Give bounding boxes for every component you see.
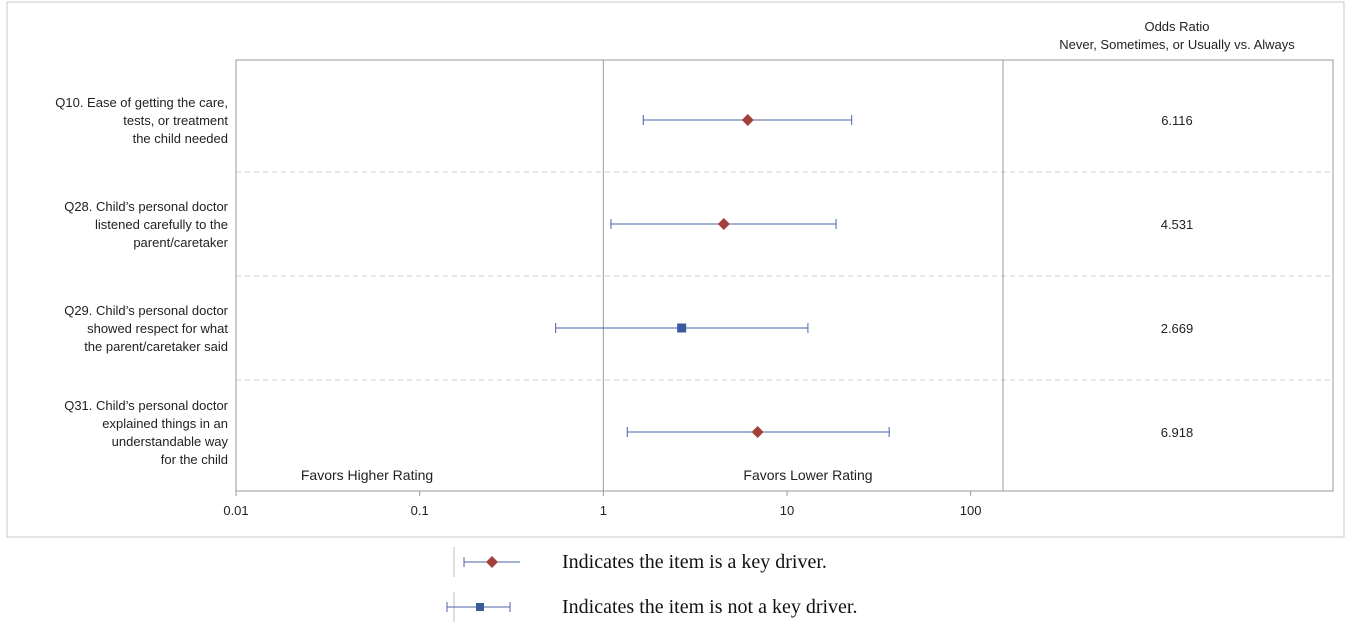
column-header-line-2: Never, Sometimes, or Usually vs. Always <box>1059 37 1295 52</box>
odds-ratio-value-3: 2.669 <box>1161 321 1194 336</box>
plot-frame <box>235 59 1334 492</box>
key-driver-marker-2 <box>717 218 730 230</box>
row-labels: Q10. Ease of getting the care, tests, or … <box>55 95 228 467</box>
not-key-driver-marker-3 <box>677 323 687 333</box>
legend-not-key-driver: Indicates the item is not a key driver. <box>440 592 857 622</box>
row-label-line: Q31. Child’s personal doctor <box>64 398 228 413</box>
row-label-4: Q31. Child’s personal doctor explained th… <box>64 398 228 467</box>
x-tick-label-0.1: 0.1 <box>411 503 429 518</box>
x-axis: 0.01 0.1 1 10 100 <box>223 491 982 518</box>
favors-higher-annotation: Favors Higher Rating <box>301 467 433 483</box>
row-label-2: Q28. Child’s personal doctor listened car… <box>64 199 228 250</box>
x-tick-label-100: 100 <box>960 503 982 518</box>
point-estimates <box>677 114 764 438</box>
row-label-line: listened carefully to the <box>95 217 228 232</box>
row-label-line: Q29. Child’s personal doctor <box>64 303 228 318</box>
odds-ratio-values: 6.116 4.531 2.669 6.918 <box>1161 113 1194 440</box>
column-header-line-1: Odds Ratio <box>1144 19 1209 34</box>
row-label-line: for the child <box>161 452 228 467</box>
legend: Indicates the item is a key driver. Indi… <box>0 540 1351 622</box>
row-separators <box>236 171 1333 381</box>
row-label-line: tests, or treatment <box>123 113 228 128</box>
legend-key-driver: Indicates the item is a key driver. <box>440 547 827 577</box>
row-label-line: explained things in an <box>102 416 228 431</box>
key-driver-marker-4 <box>751 426 764 438</box>
row-label-line: the child needed <box>133 131 228 146</box>
x-tick-label-1: 1 <box>600 503 607 518</box>
row-label-line: understandable way <box>112 434 229 449</box>
odds-ratio-value-4: 6.918 <box>1161 425 1194 440</box>
odds-ratio-value-1: 6.116 <box>1161 113 1193 128</box>
key-driver-legend-icon <box>453 547 520 577</box>
key-driver-marker-1 <box>741 114 754 126</box>
row-label-1: Q10. Ease of getting the care, tests, or … <box>55 95 228 146</box>
favors-lower-annotation: Favors Lower Rating <box>743 467 872 483</box>
row-label-line: Q10. Ease of getting the care, <box>55 95 228 110</box>
x-tick-label-10: 10 <box>780 503 794 518</box>
row-label-line: parent/caretaker <box>133 235 228 250</box>
not-key-driver-legend-icon <box>446 592 511 622</box>
row-label-line: the parent/caretaker said <box>84 339 228 354</box>
row-label-line: showed respect for what <box>87 321 228 336</box>
legend-key-driver-text: Indicates the item is a key driver. <box>562 550 827 573</box>
legend-not-key-driver-text: Indicates the item is not a key driver. <box>562 595 858 618</box>
x-tick-label-0.01: 0.01 <box>223 503 248 518</box>
row-label-line: Q28. Child’s personal doctor <box>64 199 228 214</box>
figure-border <box>6 1 1345 538</box>
forest-plot: Odds Ratio Never, Sometimes, or Usually … <box>6 1 1345 538</box>
row-label-3: Q29. Child’s personal doctor showed respe… <box>64 303 228 354</box>
odds-ratio-value-2: 4.531 <box>1161 217 1194 232</box>
